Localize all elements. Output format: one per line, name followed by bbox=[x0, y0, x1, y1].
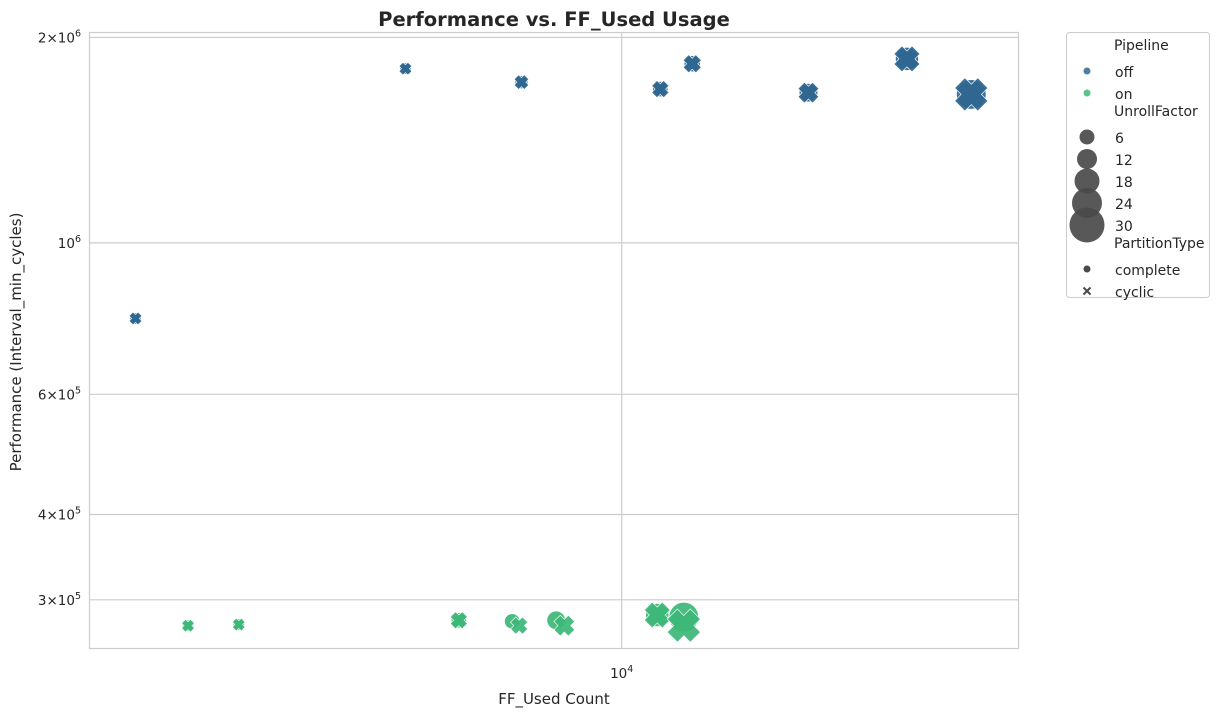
y-tick-label: 4×105 bbox=[38, 506, 81, 524]
point-on-cyclic bbox=[510, 616, 529, 635]
point-off-cyclic bbox=[954, 77, 989, 112]
legend-label-off: off bbox=[1115, 65, 1134, 81]
legend-label-on: on bbox=[1115, 87, 1132, 103]
y-tick-label: 106 bbox=[58, 234, 81, 252]
legend-title-pipeline: Pipeline bbox=[1114, 38, 1169, 54]
legend-label-size-12: 12 bbox=[1115, 153, 1133, 169]
y-tick-label: 3×105 bbox=[38, 591, 81, 609]
legend-label-size-6: 6 bbox=[1115, 131, 1124, 147]
x-tick-label: 104 bbox=[610, 664, 633, 682]
legend-label-size-24: 24 bbox=[1115, 197, 1133, 213]
legend-size-marker bbox=[1079, 129, 1095, 145]
y-tick-labels: 3×105 4×105 6×105 106 2×106 bbox=[38, 28, 81, 608]
legend-label-size-18: 18 bbox=[1115, 175, 1133, 191]
plot-frame bbox=[88, 31, 1020, 650]
point-off-cyclic bbox=[398, 61, 413, 76]
point-off-cyclic bbox=[651, 80, 670, 99]
point-on-cyclic bbox=[666, 608, 701, 643]
point-off-cyclic bbox=[682, 54, 702, 74]
legend-label-complete: complete bbox=[1115, 263, 1180, 279]
legend-marker-on bbox=[1083, 89, 1091, 97]
legend-marker-cyclic bbox=[1082, 286, 1092, 296]
grid bbox=[90, 33, 1018, 648]
legend-marker-off bbox=[1083, 67, 1091, 75]
legend-marker-complete bbox=[1083, 265, 1091, 273]
y-tick-label: 6×105 bbox=[38, 385, 81, 403]
legend-title-unrollfactor: UnrollFactor bbox=[1114, 104, 1198, 120]
y-tick-label: 2×106 bbox=[38, 28, 81, 46]
legend-label-size-30: 30 bbox=[1115, 219, 1133, 235]
y-axis-label: Performance (Interval_min_cycles) bbox=[7, 213, 26, 472]
point-on-cyclic bbox=[449, 611, 468, 630]
point-on-cyclic bbox=[643, 601, 671, 629]
legend-size-marker bbox=[1069, 207, 1105, 243]
legend-title-partitiontype: PartitionType bbox=[1114, 236, 1205, 252]
data-points bbox=[128, 45, 989, 643]
point-off-cyclic bbox=[797, 81, 820, 104]
legend-size-marker bbox=[1077, 149, 1097, 169]
legend-size-marker bbox=[1074, 168, 1100, 194]
x-tick-labels: 104 bbox=[610, 664, 633, 682]
legend-label-cyclic: cyclic bbox=[1115, 285, 1154, 301]
point-off-cyclic bbox=[513, 74, 530, 90]
point-on-cyclic bbox=[553, 614, 576, 637]
point-off-cyclic bbox=[128, 311, 143, 326]
point-off-cyclic bbox=[893, 45, 921, 73]
x-axis-label: FF_Used Count bbox=[498, 690, 610, 709]
point-on-cyclic bbox=[231, 617, 246, 632]
point-on-cyclic bbox=[181, 618, 195, 633]
chart-title: Performance vs. FF_Used Usage bbox=[378, 8, 730, 31]
